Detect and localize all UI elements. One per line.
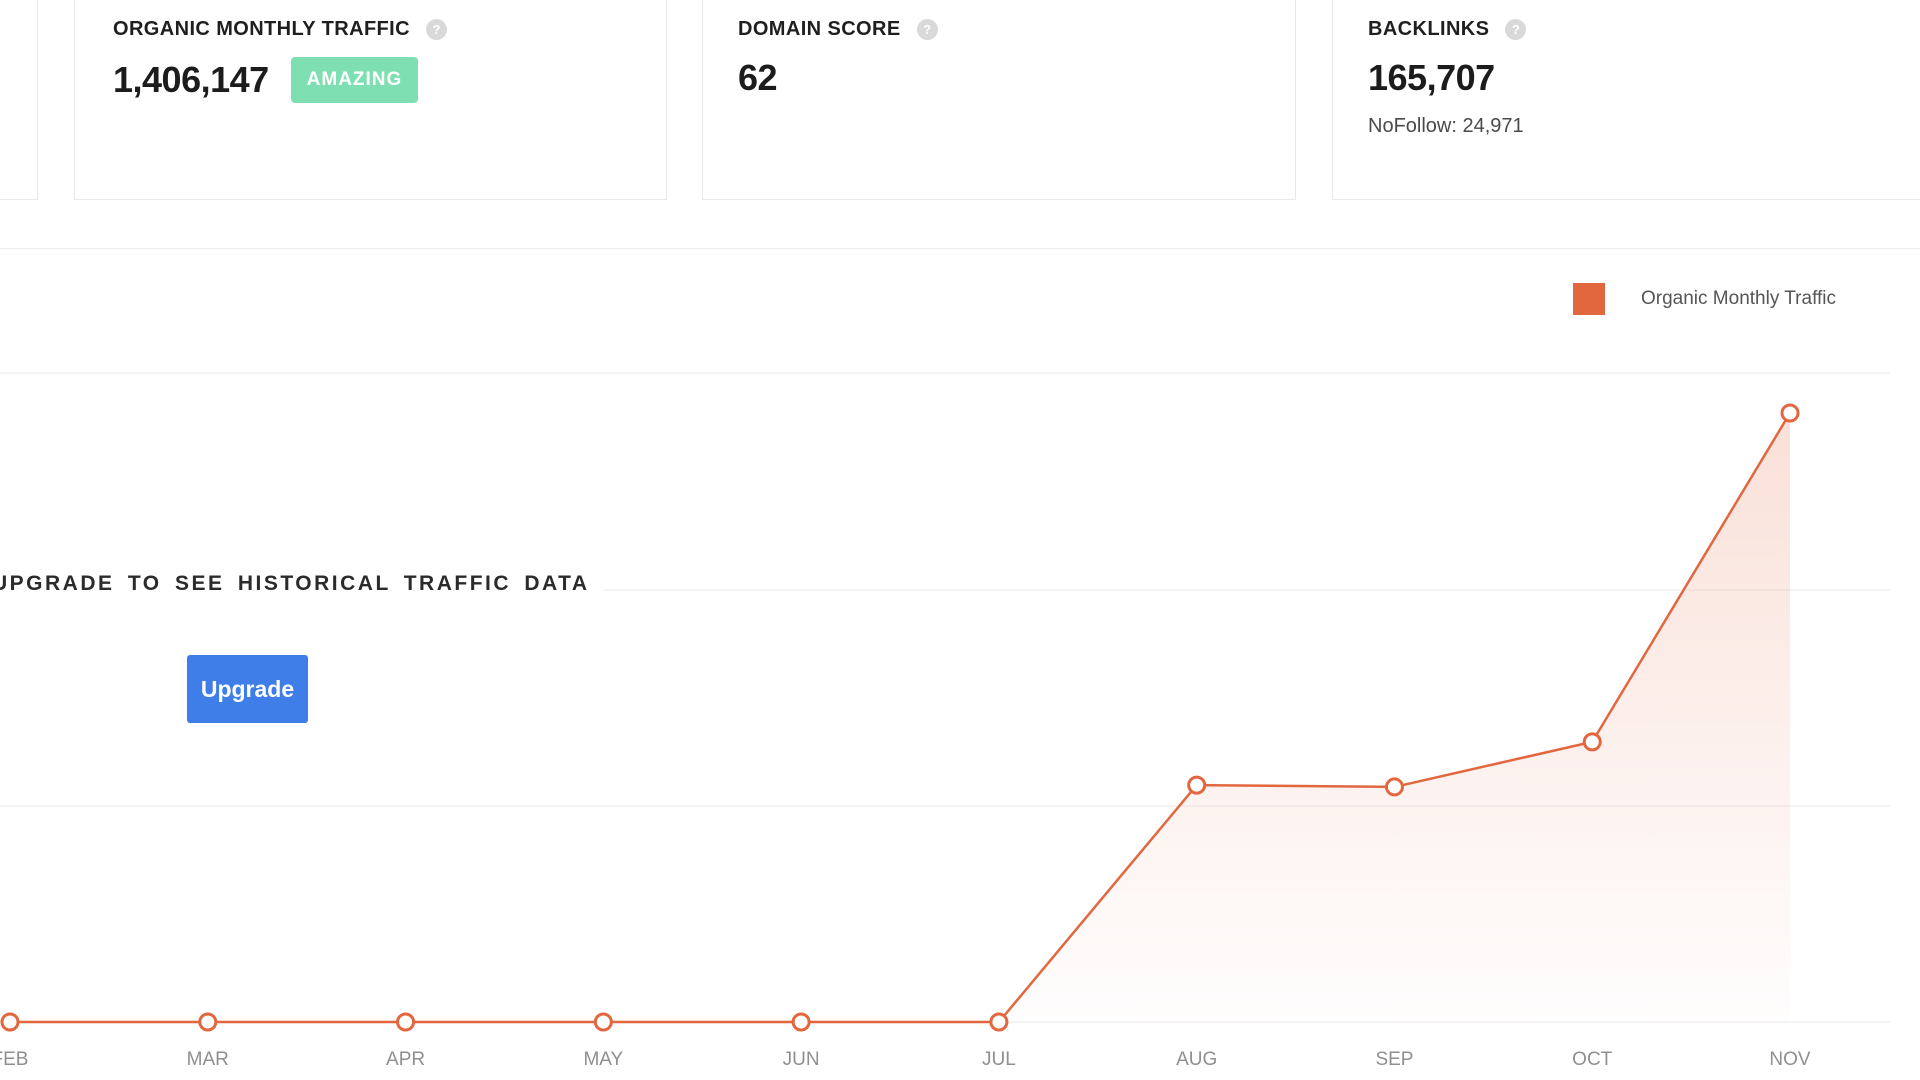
help-icon[interactable]: ?	[916, 19, 938, 40]
chart-month-labels: FEB MAR APR MAY JUN JUL AUG SEP OCT NOV	[0, 1049, 1811, 1070]
data-point[interactable]	[396, 1012, 416, 1032]
chart-area-fill	[10, 413, 1791, 1022]
stat-card-backlinks: BACKLINKS ? 165,707 NoFollow: 24,971	[1332, 0, 1920, 200]
data-point[interactable]	[593, 1012, 613, 1032]
nofollow-count: NoFollow: 24,971	[1368, 115, 1524, 137]
data-point[interactable]	[198, 1012, 218, 1032]
data-point[interactable]	[1187, 775, 1207, 795]
month-label: AUG	[1176, 1049, 1217, 1070]
card-title-organic-traffic: ORGANIC MONTHLY TRAFFIC	[113, 18, 410, 40]
chart-points[interactable]	[0, 403, 1800, 1032]
stat-card-domain-score: DOMAIN SCORE ? 62	[702, 0, 1296, 200]
card-title-backlinks: BACKLINKS	[1368, 18, 1490, 40]
legend-swatch-icon	[1573, 283, 1605, 315]
organic-traffic-value: 1,406,147	[113, 59, 269, 100]
backlinks-value: 165,707	[1368, 57, 1495, 98]
month-label: SEP	[1375, 1049, 1413, 1070]
month-label: FEB	[0, 1049, 28, 1070]
upgrade-message: UPGRADE TO SEE HISTORICAL TRAFFIC DATA	[0, 568, 604, 600]
domain-score-value: 62	[738, 57, 778, 98]
month-label: JUN	[783, 1049, 820, 1070]
month-label: NOV	[1769, 1049, 1811, 1070]
data-point[interactable]	[791, 1012, 811, 1032]
data-point[interactable]	[989, 1012, 1009, 1032]
help-icon[interactable]: ?	[1505, 19, 1527, 40]
section-divider	[0, 248, 1920, 249]
data-point[interactable]	[1384, 777, 1404, 797]
help-icon[interactable]: ?	[425, 19, 447, 40]
data-point[interactable]	[1780, 403, 1800, 423]
traffic-chart[interactable]: FEB MAR APR MAY JUN JUL AUG SEP OCT NOV	[0, 250, 1920, 1080]
data-point[interactable]	[0, 1012, 20, 1032]
legend-label: Organic Monthly Traffic	[1641, 288, 1837, 309]
data-point[interactable]	[1582, 732, 1602, 752]
stat-card-cutoff	[0, 0, 38, 200]
month-label: OCT	[1572, 1049, 1613, 1070]
month-label: MAR	[187, 1049, 229, 1070]
traffic-rating-badge: AMAZING	[290, 57, 419, 103]
month-label: JUL	[982, 1049, 1016, 1070]
month-label: APR	[386, 1049, 425, 1070]
chart-line	[10, 412, 1792, 1024]
legend-item-organic-traffic[interactable]: Organic Monthly Traffic	[1573, 283, 1836, 315]
stat-card-organic-traffic: ORGANIC MONTHLY TRAFFIC ? 1,406,147 AMAZ…	[74, 0, 667, 200]
month-label: MAY	[583, 1049, 623, 1070]
upgrade-button[interactable]: Upgrade	[187, 655, 308, 723]
card-title-domain-score: DOMAIN SCORE	[738, 18, 901, 40]
